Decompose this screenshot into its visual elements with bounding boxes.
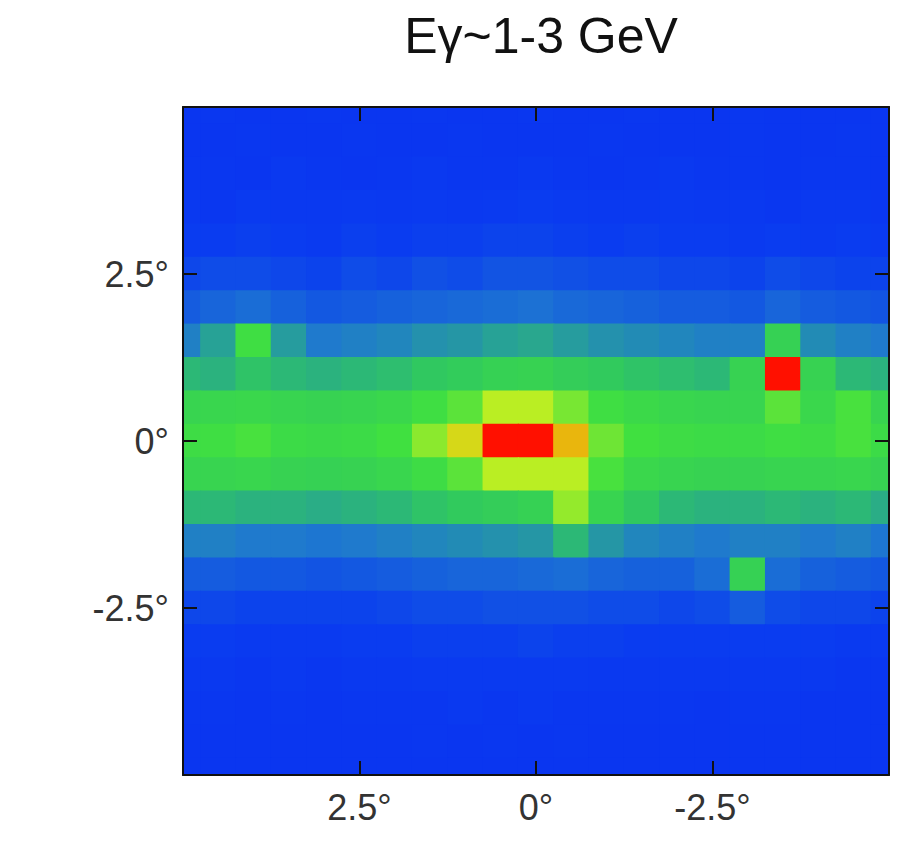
svg-text:Eγ~1-3 GeV: Eγ~1-3 GeV [404,8,678,64]
svg-text:0°: 0° [519,787,553,828]
svg-text:-2.5°: -2.5° [93,588,169,629]
svg-text:0°: 0° [135,421,169,462]
svg-text:2.5°: 2.5° [327,787,391,828]
svg-text:-2.5°: -2.5° [674,787,750,828]
svg-text:2.5°: 2.5° [105,254,169,295]
